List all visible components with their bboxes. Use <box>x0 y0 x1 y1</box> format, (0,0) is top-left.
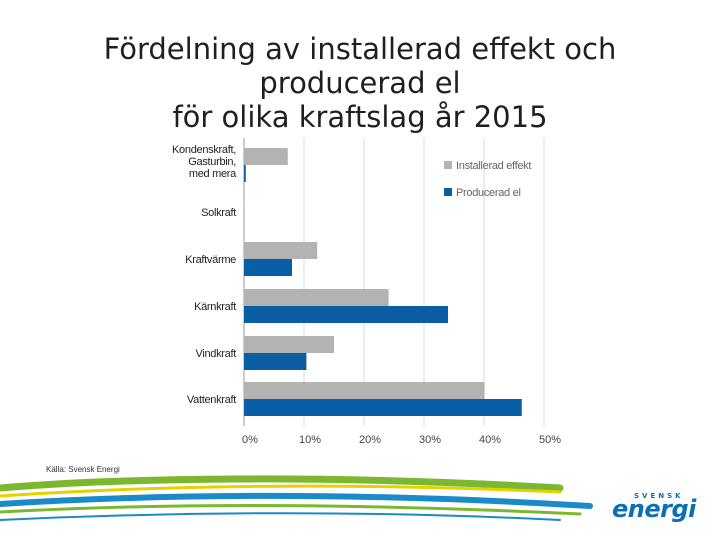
category-label: Kärnkraft <box>194 301 236 313</box>
slide-title: Fördelning av installerad effekt och pro… <box>20 32 700 134</box>
bar-produced <box>244 165 246 182</box>
legend-label: Installerad effekt <box>456 160 531 172</box>
category-label: Gasturbin, <box>188 156 236 168</box>
category-label: Kraftvärme <box>185 254 236 266</box>
title-line-1: Fördelning av installerad effekt och pro… <box>103 32 617 100</box>
x-tick-label: 10% <box>299 434 321 446</box>
bar-installed <box>244 195 245 212</box>
swoosh-stroke <box>0 484 562 498</box>
bar-chart: 0% 10% 20% 30% 40% 50% Kondenskraft,Gasturbin,… <box>172 138 561 446</box>
x-tick-label: 50% <box>539 434 561 446</box>
category-label: Vattenkraft <box>187 394 236 406</box>
legend-label: Producerad el <box>456 187 521 199</box>
bar-installed <box>244 336 334 353</box>
swoosh-stroke <box>0 504 582 516</box>
x-tick-label: 0% <box>242 434 258 446</box>
source-note: Källa: Svensk Energi <box>46 465 120 474</box>
swoosh-stroke <box>0 493 593 509</box>
bar-installed <box>244 382 485 399</box>
bar-produced <box>244 306 448 323</box>
category-label: Kondenskraft, <box>172 144 236 156</box>
bar-installed <box>244 289 389 306</box>
x-tick-label: 30% <box>419 434 441 446</box>
logo-top-text: SVENSK <box>634 492 684 500</box>
legend-swatch <box>444 188 452 196</box>
decorative-swoosh <box>0 475 593 521</box>
bar-produced <box>244 399 522 416</box>
title-line-2: för olika kraftslag år 2015 <box>172 100 548 134</box>
bar-installed <box>244 148 288 165</box>
bar-produced <box>244 353 307 370</box>
x-tick-label: 20% <box>359 434 381 446</box>
logo-main-text: energi <box>612 495 696 523</box>
brand-logo: SVENSK energi <box>610 492 696 523</box>
swoosh-stroke <box>0 475 564 492</box>
category-label: Vindkraft <box>195 348 236 360</box>
category-label: Solkraft <box>201 207 236 219</box>
legend-swatch <box>444 161 452 169</box>
swoosh-stroke <box>0 512 561 521</box>
bar-installed <box>244 242 318 259</box>
x-tick-label: 40% <box>479 434 501 446</box>
category-label: med mera <box>189 168 237 180</box>
bar-produced <box>244 259 292 276</box>
